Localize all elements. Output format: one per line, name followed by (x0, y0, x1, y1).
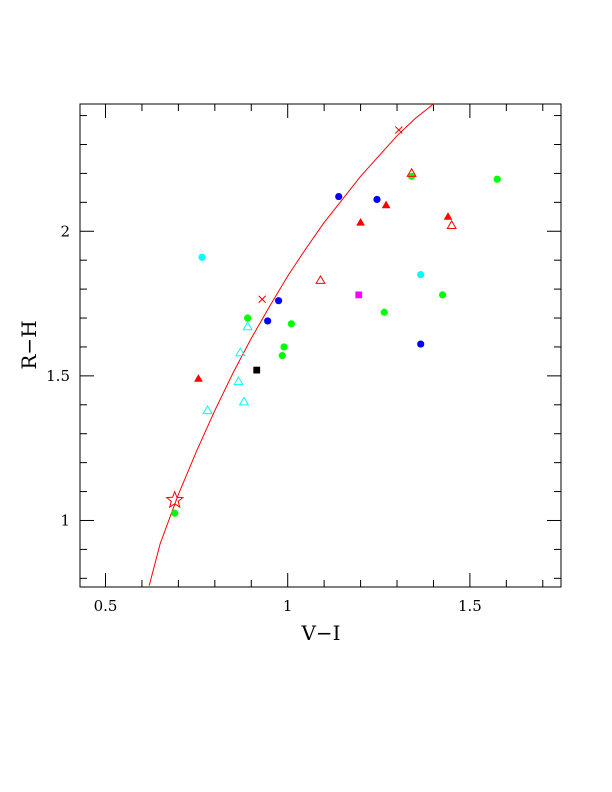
data-point-triangle-filled (194, 374, 203, 382)
y-tick-label: 2 (60, 222, 70, 240)
x-tick-label: 1.5 (458, 597, 482, 615)
data-point-square (253, 366, 261, 374)
x-tick-label: 0.5 (94, 597, 118, 615)
data-point-circle (287, 320, 295, 328)
data-point-circle (417, 340, 425, 348)
cross-stroke (394, 126, 403, 134)
data-point-circle (380, 308, 388, 316)
axis-tick-labels: 0.5 1 1.5 1 1.5 2 (46, 222, 482, 615)
data-point-triangle-filled (381, 200, 391, 209)
data-point-circle (264, 317, 272, 325)
data-point-circle (417, 271, 425, 279)
data-point-triangle-open (406, 167, 417, 177)
cross-stroke (258, 295, 267, 304)
data-point-circle (274, 297, 283, 305)
data-point-square (355, 291, 363, 299)
data-point-circle (198, 253, 206, 261)
data-point-circle (373, 195, 381, 204)
plot-frame (79, 103, 562, 588)
data-point-circle (280, 343, 288, 351)
data-point-triangle-open (242, 321, 253, 331)
model-curve-layer (148, 104, 435, 586)
y-tick-label: 1 (60, 511, 70, 529)
x-axis-title: V−I (300, 621, 340, 645)
data-point-triangle-filled (443, 212, 453, 220)
y-axis-title: R−H (17, 320, 41, 369)
data-point-triangle-open (202, 404, 213, 415)
data-point-triangle-open (235, 347, 246, 357)
curve-cross-marker (394, 126, 403, 134)
data-point-star (165, 490, 185, 509)
data-point-circle (438, 291, 447, 299)
data-point-triangle-open (315, 274, 326, 284)
data-point-circle (493, 175, 501, 183)
data-point-circle (278, 352, 286, 360)
model-curve (148, 104, 435, 586)
data-points-layer (165, 167, 501, 517)
data-point-triangle-open (233, 376, 244, 386)
x-tick-label: 1 (283, 597, 293, 615)
axis-ticks (80, 104, 561, 587)
data-point-triangle-open (446, 219, 457, 229)
data-point-circle (244, 314, 252, 322)
y-tick-label: 1.5 (46, 367, 70, 385)
data-point-triangle-filled (356, 217, 365, 226)
data-point-triangle-open (238, 396, 250, 406)
curve-cross-marker (258, 295, 267, 304)
data-point-circle (335, 192, 343, 201)
data-point-circle (171, 509, 179, 517)
